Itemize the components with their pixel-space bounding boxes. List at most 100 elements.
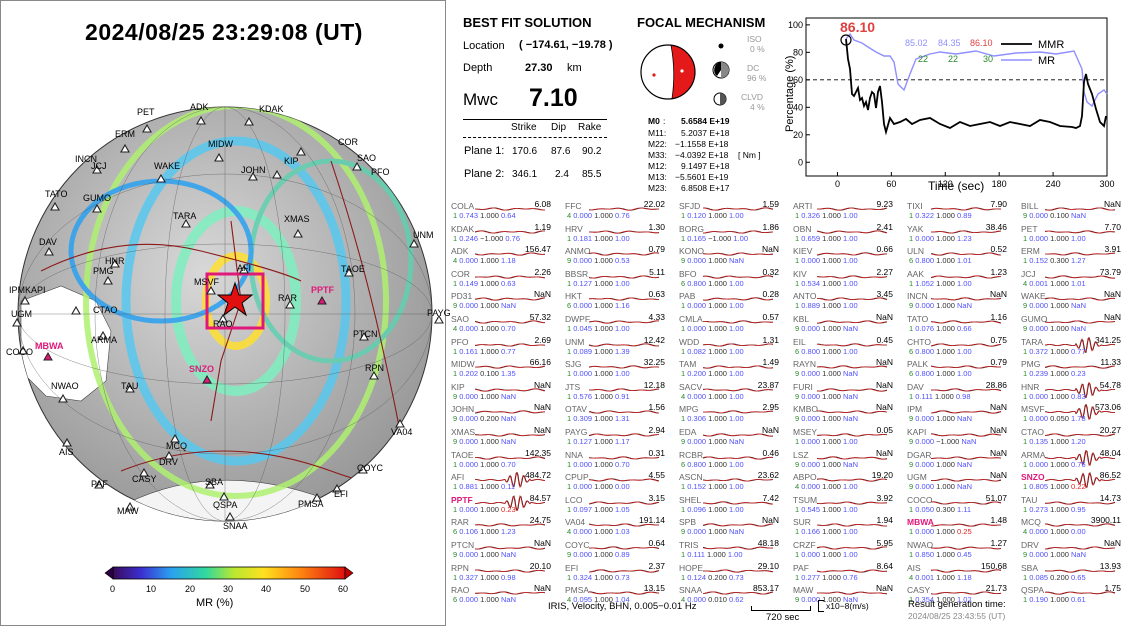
- station-cell: TAM 1.49 1 0.200 1.000 1.00: [679, 357, 779, 380]
- station-waveform: [589, 478, 660, 482]
- station-cell: UNM 12.42 1 0.089 1.000 1.39: [565, 335, 665, 358]
- stat-weight: 1.000: [936, 482, 955, 492]
- station-stats: 1 0.127 1.000 1.17: [567, 437, 630, 446]
- map-label-pet: PET: [137, 107, 155, 117]
- synthetic-trace: [931, 388, 1002, 392]
- station-waveform: [703, 275, 774, 279]
- station-name: ADK: [451, 246, 469, 257]
- station-amplitude: 8.64: [876, 560, 893, 571]
- map-label-maw: MAW: [117, 506, 139, 516]
- station-amplitude: 5.11: [649, 266, 665, 277]
- station-cell: OTAV 1.56 1 0.309 1.000 1.31: [565, 402, 665, 425]
- stat-quality: 1: [909, 595, 914, 605]
- synthetic-trace: [931, 410, 1002, 414]
- stat-weight: 1.000: [480, 550, 499, 559]
- station-cell: NWAO 1.27 1 0.850 1.000 0.45: [907, 538, 1007, 561]
- map-label-unm: UNM: [413, 230, 434, 240]
- station-name: PD31: [451, 291, 473, 302]
- map-label-kdak: KDAK: [259, 104, 284, 114]
- map-label-rar: RAR: [278, 293, 298, 303]
- station-amplitude: 2.41: [876, 221, 893, 232]
- stat-quality: 9: [567, 550, 572, 559]
- station-stats: 1 0.322 1.000 0.89: [909, 211, 972, 220]
- station-marker: [248, 171, 258, 181]
- station-waveform: [1045, 433, 1116, 437]
- stat-weight: 1.000: [822, 504, 841, 514]
- station-cell: XMAS NaN 9 0.000 1.000 NaN: [451, 425, 551, 448]
- station-amplitude: 1.48: [990, 515, 1007, 526]
- synthetic-trace: [703, 591, 774, 595]
- stat-ratio: 1.00: [843, 346, 858, 356]
- station-name: OBN: [793, 223, 812, 234]
- station-name: CRZF: [793, 540, 816, 550]
- station-cell: UGM NaN 9 0.000 1.000 NaN: [907, 470, 1007, 493]
- station-stats: 9 0.000 1.000 NaN: [1023, 301, 1086, 310]
- stat-ratio: 0.73: [615, 572, 630, 582]
- synthetic-trace: [931, 343, 1002, 347]
- station-name: KIP: [451, 381, 465, 392]
- stat-ratio: 1.03: [615, 527, 630, 537]
- stat-weight: 1.000: [594, 437, 613, 446]
- stat-quality: 4: [1023, 527, 1028, 537]
- station-marker: [58, 393, 68, 403]
- synthetic-trace: [931, 207, 1002, 211]
- synthetic-trace: [475, 320, 545, 324]
- station-amplitude: 1.59: [762, 199, 779, 209]
- stat-weight: 1.000: [1050, 550, 1069, 559]
- station-amplitude: 28.86: [985, 379, 1007, 390]
- stat-ratio: NaN: [843, 595, 859, 605]
- station-stats: 1 0.743 1.000 0.64: [453, 211, 516, 220]
- m11-label: M11:: [648, 128, 667, 138]
- station-stats: 1 0.152 1.000 1.00: [681, 482, 744, 491]
- station-cell: DAV 28.86 1 0.111 1.000 0.98: [907, 380, 1007, 403]
- stat-weight: 1.000: [935, 391, 954, 401]
- stat-ratio: NaN: [1071, 211, 1087, 220]
- map-label-jcj: JCJ: [91, 161, 107, 171]
- stat-quality: 1: [1023, 256, 1028, 266]
- best-fit-title: BEST FIT SOLUTION: [463, 15, 592, 30]
- station-marker: [332, 483, 342, 493]
- synthetic-trace: [1045, 569, 1116, 573]
- pink-station-markers: [43, 295, 327, 384]
- stat-weight: 1.000: [594, 256, 613, 266]
- station-waveform: [703, 591, 774, 595]
- station-waveform: [1045, 252, 1116, 256]
- station-name: HOPE: [679, 562, 704, 573]
- stat-weight: 1.000: [708, 346, 727, 356]
- station-cell: EDA NaN 9 0.000 1.000 NaN: [679, 425, 779, 448]
- synthetic-trace: [703, 230, 773, 234]
- stat-variance: 0.166: [801, 527, 821, 537]
- stat-quality: 4: [1023, 278, 1028, 288]
- stat-ratio: 1.00: [843, 527, 858, 537]
- station-amplitude: 0.32: [762, 266, 779, 277]
- stat-quality: 1: [1023, 414, 1028, 424]
- station-cell: AIS 150.68 4 0.001 1.000 1.18: [907, 561, 1007, 584]
- station-amplitude: 191.14: [639, 515, 665, 526]
- epicenter-box: [205, 272, 265, 330]
- station-cell: SUR 1.94 1 0.166 1.000 1.00: [793, 515, 893, 538]
- station-waveform: [703, 388, 774, 392]
- station-name: DWPF: [565, 314, 591, 324]
- station-waveform: [589, 455, 660, 459]
- station-cell: PMG 11.33 1 0.239 1.000 0.23: [1021, 357, 1121, 380]
- stat-ratio: NaN: [729, 527, 745, 537]
- station-cell: MAW NaN 9 0.000 1.000 NaN: [793, 583, 893, 606]
- station-cell: BILL NaN 9 0.000 0.100 NaN: [1021, 199, 1121, 222]
- stat-variance: 0.000: [1029, 550, 1049, 559]
- stat-weight: 1.000: [480, 595, 499, 605]
- m13-label: M13:: [648, 172, 667, 182]
- station-cell: LSZ NaN 9 0.000 1.000 NaN: [793, 448, 893, 471]
- map-label-pptf: PPTF: [311, 285, 335, 295]
- annot-green: 30: [983, 54, 993, 64]
- stat-quality: 6: [909, 346, 914, 356]
- station-cell: TAU 14.73 1 0.273 1.000 0.95: [1021, 493, 1121, 516]
- stat-quality: 9: [909, 301, 914, 311]
- station-name: KBL: [793, 314, 810, 324]
- synthetic-trace: [817, 229, 888, 234]
- station-cell: ANMO 0.79 9 0.000 1.000 0.53: [565, 244, 665, 267]
- stat-variance: 0.095: [573, 595, 593, 605]
- station-stats: 9 0.000 0.100 NaN: [1023, 211, 1086, 220]
- stat-quality: 9: [681, 527, 686, 537]
- stat-variance: 0.127: [573, 437, 593, 446]
- station-amplitude: 0.31: [648, 447, 665, 458]
